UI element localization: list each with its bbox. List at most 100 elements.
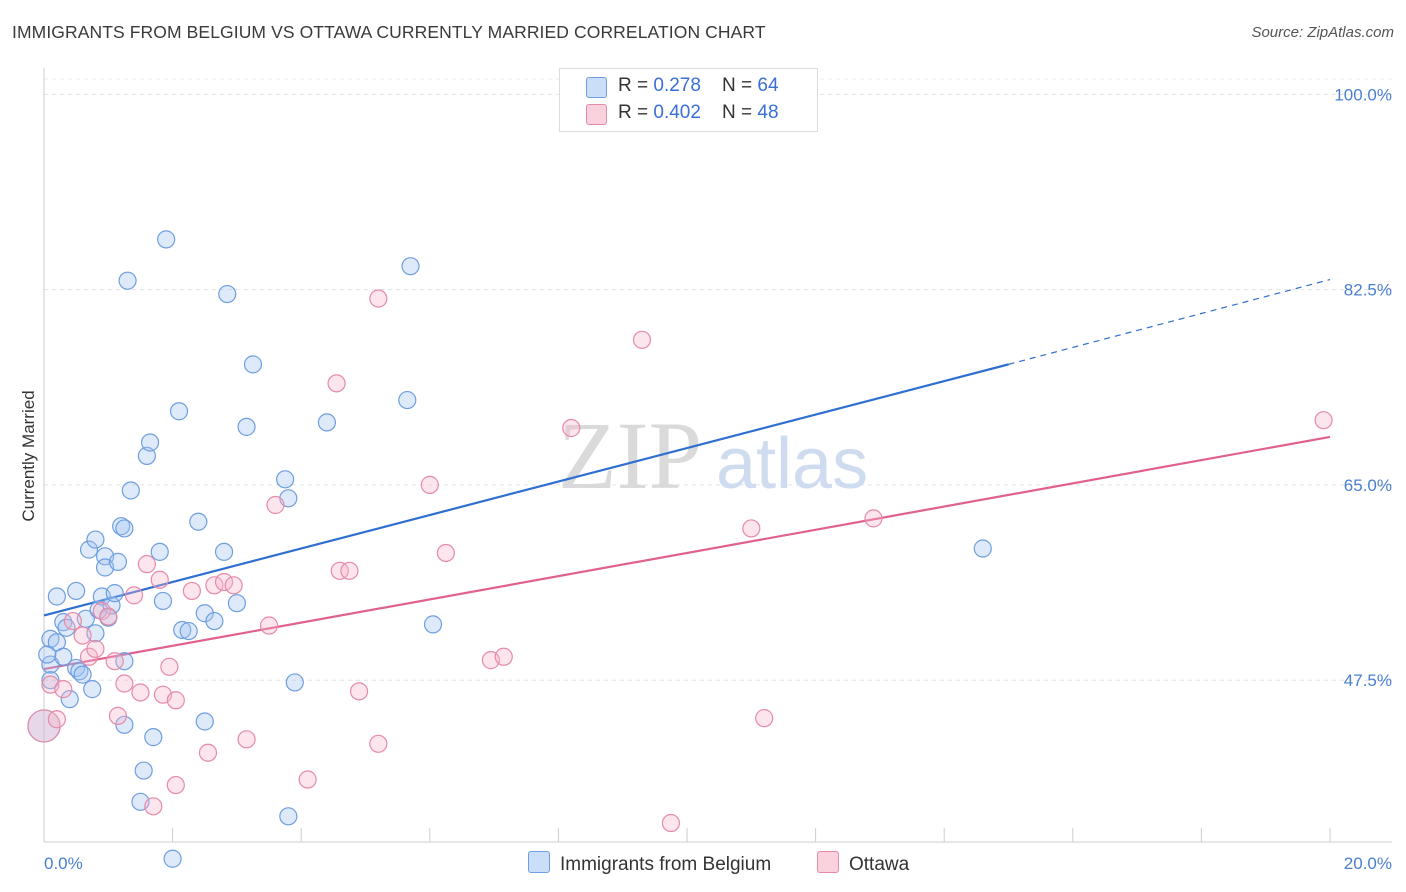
point-belgium xyxy=(137,446,156,465)
point-belgium xyxy=(237,417,256,436)
point-belgium xyxy=(67,658,86,678)
point-ottawa xyxy=(224,576,243,595)
point-belgium xyxy=(401,257,420,276)
point-belgium xyxy=(41,671,60,690)
point-belgium xyxy=(285,673,304,692)
legend-n-value: 48 xyxy=(757,102,779,123)
point-belgium xyxy=(47,587,66,606)
y-axis-label: Currently Married xyxy=(19,390,38,521)
point-ottawa xyxy=(166,691,185,710)
point-belgium xyxy=(218,284,237,304)
point-belgium xyxy=(73,665,92,684)
point-ottawa xyxy=(330,561,349,580)
point-ottawa xyxy=(86,639,105,659)
bottom-legend-label: Immigrants from Belgium xyxy=(560,854,772,875)
y-tick-label: 82.5% xyxy=(1344,281,1392,300)
point-ottawa xyxy=(54,680,73,699)
point-ottawa xyxy=(182,581,201,601)
x-tick-label: 0.0% xyxy=(44,854,83,873)
legend-n-label: N = xyxy=(722,102,758,123)
point-ottawa xyxy=(266,495,285,515)
point-belgium xyxy=(243,355,263,374)
point-belgium xyxy=(83,680,102,699)
point-ottawa xyxy=(131,683,150,702)
bottom-legend-swatch-pink xyxy=(817,851,839,873)
point-ottawa xyxy=(160,657,179,676)
x-tick-label: 20.0% xyxy=(1344,854,1392,873)
point-belgium xyxy=(140,433,160,452)
point-belgium xyxy=(195,712,214,731)
point-belgium xyxy=(157,230,176,249)
point-belgium xyxy=(86,530,105,549)
point-belgium xyxy=(317,413,337,432)
point-belgium xyxy=(179,621,198,641)
point-ottawa xyxy=(661,813,681,833)
legend-r-label: R = xyxy=(618,102,654,123)
point-belgium xyxy=(54,647,73,666)
bottom-legend-belgium: Immigrants from Belgium xyxy=(528,851,771,876)
point-belgium xyxy=(115,519,134,538)
point-belgium xyxy=(112,517,131,536)
point-belgium xyxy=(398,390,417,410)
point-ottawa xyxy=(327,374,346,393)
point-ottawa xyxy=(166,775,185,795)
point-ottawa xyxy=(99,607,118,626)
source-label: Source: ZipAtlas.com xyxy=(1251,24,1394,41)
point-ottawa xyxy=(259,616,279,635)
bottom-legend-ottawa: Ottawa xyxy=(817,851,909,876)
point-belgium xyxy=(205,611,224,631)
point-belgium xyxy=(173,620,192,640)
point-ottawa xyxy=(73,626,92,645)
point-ottawa xyxy=(420,475,439,494)
point-belgium xyxy=(276,470,295,489)
point-ottawa xyxy=(742,519,761,538)
point-belgium xyxy=(60,690,79,709)
trend-line-belgium-extension xyxy=(1008,278,1331,365)
point-ottawa xyxy=(27,709,61,743)
point-belgium xyxy=(54,613,73,632)
watermark-zip: ZIP xyxy=(558,402,702,509)
legend-swatch-blue xyxy=(586,77,607,98)
correlation-legend: R = 0.278 N = 64 R = 0.402 N = 48 xyxy=(559,68,818,132)
legend-n-value: 64 xyxy=(757,75,779,96)
legend-r-value: 0.278 xyxy=(653,75,701,96)
point-ottawa xyxy=(214,572,234,592)
legend-text: R = 0.402 N = 48 xyxy=(618,102,779,124)
y-tick-label: 65.0% xyxy=(1344,476,1392,495)
legend-r-label: R = xyxy=(618,75,654,96)
point-ottawa xyxy=(47,710,66,729)
point-ottawa xyxy=(864,509,883,528)
legend-text: R = 0.278 N = 64 xyxy=(618,75,779,97)
point-belgium xyxy=(227,594,246,613)
point-belgium xyxy=(134,761,153,780)
point-ottawa xyxy=(205,576,224,595)
trend-lines xyxy=(43,278,1331,671)
point-belgium xyxy=(150,542,169,561)
point-ottawa xyxy=(436,543,455,563)
watermark-atlas: atlas xyxy=(716,424,868,504)
point-belgium xyxy=(153,591,173,611)
data-points xyxy=(27,230,1333,868)
chart-title: IMMIGRANTS FROM BELGIUM VS OTTAWA CURREN… xyxy=(12,22,766,42)
legend-swatch-pink xyxy=(586,104,607,125)
point-ottawa xyxy=(108,706,128,725)
point-belgium xyxy=(279,807,298,826)
point-ottawa xyxy=(298,770,317,789)
point-belgium xyxy=(79,540,99,559)
point-belgium xyxy=(118,271,137,290)
point-belgium xyxy=(108,552,128,571)
point-belgium xyxy=(169,402,189,421)
point-belgium xyxy=(163,849,182,868)
point-belgium xyxy=(214,542,234,561)
point-belgium xyxy=(115,652,134,671)
point-belgium xyxy=(67,581,86,601)
legend-n-label: N = xyxy=(722,75,758,96)
point-ottawa xyxy=(150,570,169,589)
trend-line-ottawa xyxy=(43,435,1331,671)
point-ottawa xyxy=(144,797,163,816)
point-belgium xyxy=(121,481,140,500)
y-tick-label: 100.0% xyxy=(1334,85,1392,104)
legend-r-value: 0.402 xyxy=(653,102,701,123)
tick-labels: 47.5% 65.0% 82.5% 100.0% 0.0% 20.0% xyxy=(44,85,1392,873)
gridlines xyxy=(44,78,1392,681)
